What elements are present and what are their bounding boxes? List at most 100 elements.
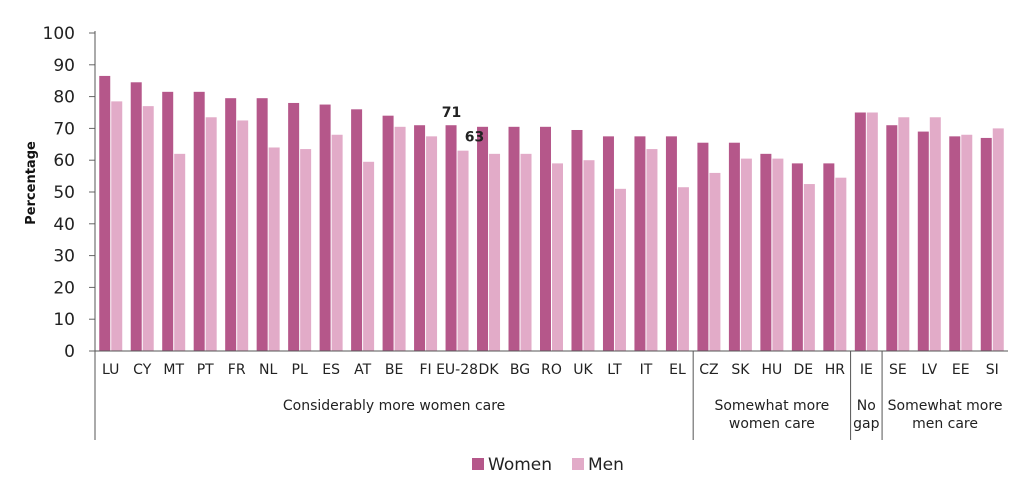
bar-men-el [677,187,689,351]
axes [94,31,1008,440]
bar-men-cy [142,106,154,351]
bar-men-de [803,184,815,351]
x-tick-label: HR [825,362,846,378]
bar-men-se [898,117,910,352]
legend-swatch-women [472,458,484,470]
bar-men-lv [929,117,941,352]
x-tick-label: ES [322,362,340,378]
x-tick-label: LT [607,362,622,378]
y-tick-label: 0 [64,342,75,362]
bar-men-eu-28 [457,150,469,351]
bar-men-si [992,128,1004,351]
bar-women-ie [854,112,866,351]
y-axis-title: Percentage [24,141,39,225]
bar-men-be [394,126,406,351]
x-tick-label: IT [640,362,653,378]
x-tick-label: LV [921,362,937,378]
bar-women-uk [571,129,583,351]
bar-women-si [980,137,992,351]
x-tick-label: MT [163,362,184,378]
bar-women-pt [193,91,205,351]
bar-women-cy [130,82,142,351]
x-tick-label: EE [952,362,970,378]
bar-men-ee [961,134,973,351]
x-tick-label: IE [860,362,873,378]
x-tick-label: PL [292,362,308,378]
bar-women-ro [540,126,551,351]
x-tick-label: FR [228,362,246,378]
bar-men-es [331,134,343,351]
bar-women-es [319,104,331,351]
x-tick-label: DK [479,362,500,378]
bar-men-it [646,149,658,351]
bar-women-at [351,109,363,351]
group-label: Considerably more women care [283,398,505,414]
x-tick-label: SE [889,362,907,378]
bar-women-nl [256,98,268,351]
x-tick-label: AT [354,362,371,378]
x-tick-label: PT [197,362,214,378]
x-tick-label: BG [510,362,530,378]
bar-women-dk [477,126,489,351]
x-tick-label: CZ [699,362,718,378]
bar-women-bg [508,126,520,351]
x-tick-label: FI [419,362,431,378]
bar-men-dk [489,153,501,351]
bar-women-pl [288,102,300,352]
y-tick-label: 10 [53,310,75,330]
bar-women-el [665,136,677,351]
bar-men-hr [835,177,847,351]
bar-women-eu-28 [445,125,457,351]
legend: Women Men [472,455,624,475]
bar-men-nl [268,147,280,351]
x-tick-label: EL [669,362,686,378]
bar-men-bg [520,153,532,351]
bar-women-se [886,125,898,351]
bars [99,75,1004,352]
bar-men-uk [583,160,595,351]
x-tick-label: EU-28 [436,362,478,378]
data-label: 71 [442,105,461,121]
bar-women-fi [414,125,426,351]
group-label: women care [729,416,815,432]
x-tick-label: SK [731,362,750,378]
bar-women-mt [162,91,174,351]
x-tick-label: NL [259,362,277,378]
bar-women-it [634,136,646,351]
x-tick-label: UK [573,362,593,378]
group-label: No [857,398,876,414]
y-tick-label: 40 [53,215,75,235]
bar-men-hu [772,158,784,351]
x-tick-label: BE [385,362,403,378]
y-tick-label: 90 [53,56,75,76]
x-tick-label: SI [986,362,999,378]
bar-men-fi [426,136,438,351]
bar-men-fr [237,120,249,351]
x-tick-label: CY [133,362,152,378]
bar-men-lt [614,188,626,351]
y-tick-label: 50 [53,183,75,203]
legend-label-men: Men [588,455,624,475]
legend-label-women: Women [488,455,552,475]
bar-men-ie [866,112,878,351]
x-tick-label: RO [541,362,562,378]
bar-women-cz [697,142,709,351]
y-tick-label: 100 [43,24,75,44]
bar-men-at [363,161,375,351]
bar-women-fr [225,98,237,351]
y-tick-label: 30 [53,247,75,267]
bar-women-sk [728,142,740,351]
x-tick-label: LU [102,362,119,378]
bar-men-mt [174,153,186,351]
y-tick-label: 60 [53,151,75,171]
bar-women-ee [949,136,961,351]
x-tick-label: DE [794,362,814,378]
bar-men-lu [111,101,123,352]
data-label: 63 [465,130,484,146]
category-groups: Considerably more women care Somewhat mor… [283,351,1002,440]
bar-men-ro [552,163,563,351]
group-label: men care [912,416,978,432]
x-tick-label: HU [761,362,782,378]
